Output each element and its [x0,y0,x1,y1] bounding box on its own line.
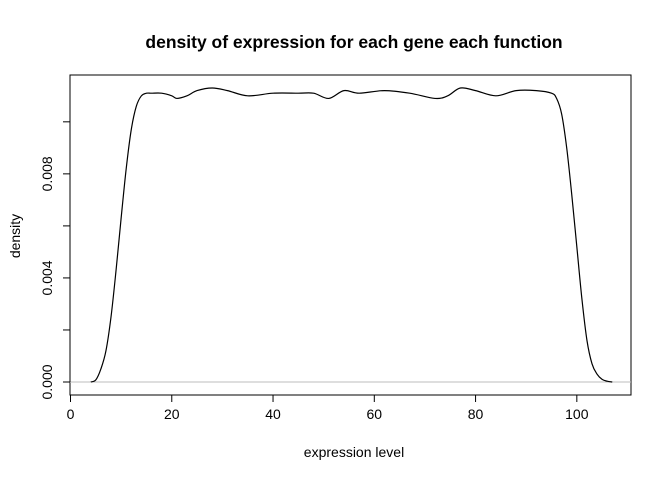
y-tick-label: 0.008 [39,156,55,191]
x-axis: 0 20 40 60 80 100 [67,394,589,422]
plot-area-border [69,74,632,396]
x-tick-label: 40 [265,406,281,422]
x-axis-label: expression level [304,444,404,460]
x-tick-label: 80 [468,406,484,422]
x-tick-label: 0 [67,406,75,422]
density-curve [90,87,613,383]
x-tick-label: 20 [164,406,180,422]
chart-title: density of expression for each gene each… [145,32,562,52]
x-tick-label: 60 [367,406,383,422]
y-axis-label: density [7,214,23,258]
y-tick-label: 0.004 [39,260,55,295]
y-axis: 0.000 0.004 0.008 [39,121,71,400]
y-tick-label: 0.000 [39,364,55,399]
x-tick-label: 100 [565,406,589,422]
